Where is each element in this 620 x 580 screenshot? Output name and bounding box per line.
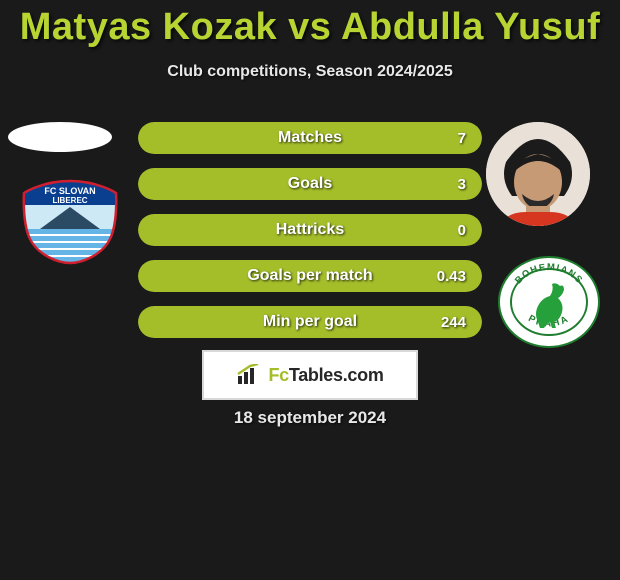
club-left-text-top: FC SLOVAN <box>44 186 95 196</box>
player-right-photo <box>486 122 590 226</box>
brand-chart-icon <box>236 364 262 386</box>
club-left-text-bottom: LIBEREC <box>52 196 87 205</box>
stats-column: Matches 7 Goals 3 Hattricks 0 Goals per … <box>138 122 482 338</box>
stat-value: 3 <box>458 168 466 200</box>
stat-label: Goals <box>138 168 482 200</box>
brand-text: FcTables.com <box>268 365 383 386</box>
stat-label: Goals per match <box>138 260 482 292</box>
stat-label: Hattricks <box>138 214 482 246</box>
brand-box: FcTables.com <box>202 350 418 400</box>
stat-row: Goals 3 <box>138 168 482 200</box>
stat-label: Min per goal <box>138 306 482 338</box>
player-left-photo <box>8 122 112 152</box>
page-title: Matyas Kozak vs Abdulla Yusuf <box>0 0 620 49</box>
stat-value: 7 <box>458 122 466 154</box>
subtitle: Club competitions, Season 2024/2025 <box>0 63 620 81</box>
club-badge-right: BOHEMIANS PRAHA <box>498 256 600 348</box>
stat-value: 244 <box>441 306 466 338</box>
date-text: 18 september 2024 <box>0 408 620 428</box>
stat-value: 0.43 <box>437 260 466 292</box>
club-badge-left: FC SLOVAN LIBEREC <box>20 179 120 265</box>
stat-value: 0 <box>458 214 466 246</box>
stat-row: Matches 7 <box>138 122 482 154</box>
stat-row: Hattricks 0 <box>138 214 482 246</box>
stat-row: Min per goal 244 <box>138 306 482 338</box>
stat-row: Goals per match 0.43 <box>138 260 482 292</box>
brand-text-b: Tables.com <box>289 365 384 385</box>
player-right-avatar-icon <box>486 122 590 226</box>
brand-text-a: Fc <box>268 365 288 385</box>
stat-label: Matches <box>138 122 482 154</box>
